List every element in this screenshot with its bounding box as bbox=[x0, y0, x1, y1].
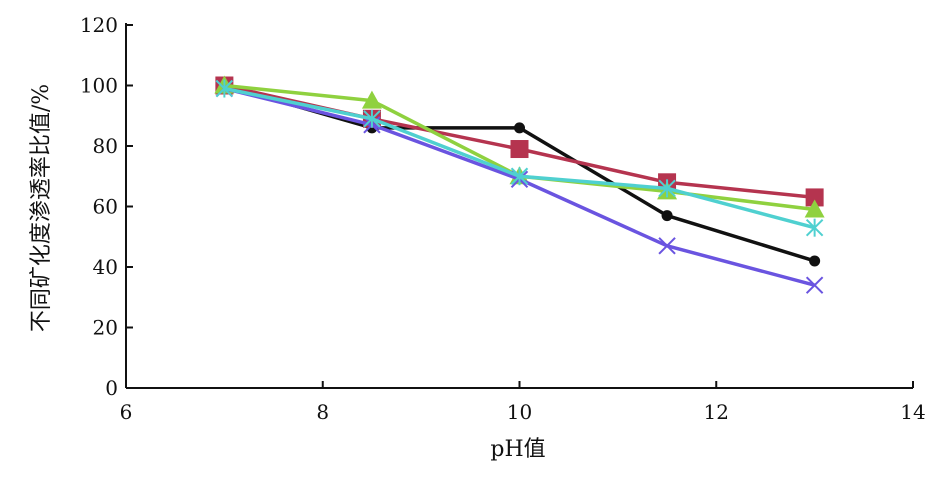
data-point bbox=[661, 210, 673, 222]
data-point bbox=[215, 79, 234, 98]
x-tick-label: 6 bbox=[120, 400, 133, 424]
data-point bbox=[510, 167, 529, 186]
data-point bbox=[804, 199, 825, 218]
y-tick-label: 0 bbox=[105, 376, 118, 400]
y-tick-label: 20 bbox=[93, 316, 118, 340]
x-tick-label: 14 bbox=[900, 400, 925, 424]
series-2 bbox=[215, 76, 824, 207]
x-tick-label: 12 bbox=[704, 400, 729, 424]
data-point bbox=[805, 218, 824, 237]
x-tick-label: 8 bbox=[316, 400, 329, 424]
data-point bbox=[510, 140, 529, 159]
marker-stroke bbox=[805, 276, 824, 294]
y-tick-label: 80 bbox=[93, 134, 118, 158]
y-axis-title: 不同矿化度渗透率比值/% bbox=[29, 84, 54, 332]
data-point bbox=[361, 90, 382, 109]
data-point bbox=[514, 122, 525, 134]
data-point bbox=[805, 188, 824, 207]
marker-stroke bbox=[658, 237, 676, 255]
data-point bbox=[658, 179, 676, 198]
data-point bbox=[805, 276, 824, 294]
series-5 bbox=[215, 79, 824, 237]
y-tick-label: 40 bbox=[93, 255, 118, 279]
x-axis-title: pH值 bbox=[490, 437, 545, 462]
data-point bbox=[809, 255, 821, 267]
x-tick-label: 10 bbox=[507, 400, 532, 424]
data-point bbox=[363, 109, 381, 128]
data-point bbox=[658, 237, 676, 255]
y-tick-label: 60 bbox=[93, 195, 118, 219]
axes: 6 8 10 12 14 0 20 40 60 80 100 120 bbox=[80, 13, 926, 424]
y-tick-label: 100 bbox=[80, 74, 118, 98]
plot-area bbox=[214, 75, 825, 294]
y-tick-label: 120 bbox=[80, 13, 118, 37]
series-4 bbox=[215, 79, 824, 294]
